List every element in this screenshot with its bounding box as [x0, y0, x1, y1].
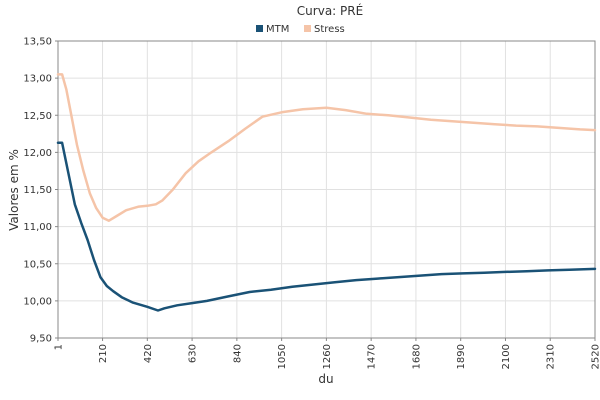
legend-label-stress: Stress: [314, 24, 345, 35]
y-tick-label: 13,00: [23, 74, 52, 85]
series-layer: [56, 73, 597, 312]
y-axis-title: Valores em %: [7, 149, 21, 231]
legend-swatch-mtm: [256, 25, 263, 32]
legend: MTM Stress: [256, 24, 345, 35]
legend-swatch-stress: [304, 25, 311, 32]
chart-title: Curva: PRÉ: [297, 3, 363, 18]
grid: [57, 40, 596, 339]
x-axis-ticks: 1 210 420 630 840 1050 1260 1470 1680 1890 2100 231…: [54, 338, 600, 369]
y-tick-label: 13,50: [23, 37, 52, 48]
x-tick-label: 1470: [367, 344, 378, 369]
x-tick-label: 630: [188, 344, 199, 363]
x-tick-label: 420: [143, 344, 154, 363]
legend-label-mtm: MTM: [266, 24, 289, 35]
x-tick-label: 2310: [546, 344, 557, 369]
legend-item-mtm: MTM: [256, 24, 289, 35]
x-tick-label: 1260: [322, 344, 333, 369]
x-tick-label: 2100: [501, 344, 512, 369]
y-tick-label: 11,00: [23, 222, 52, 233]
x-tick-label: 210: [98, 344, 109, 363]
y-axis-ticks: 9,50 10,00 10,50 11,00 11,50 12,00 12,50 13,00 1…: [23, 37, 58, 345]
x-tick-label: 2520: [591, 344, 600, 369]
y-tick-label: 12,50: [23, 111, 52, 122]
series-line-mtm: [56, 141, 597, 312]
x-tick-label: 1: [54, 344, 65, 350]
legend-item-stress: Stress: [304, 24, 345, 35]
series-line-stress: [56, 73, 597, 222]
y-tick-label: 10,50: [23, 259, 52, 270]
x-axis-title: du: [318, 372, 333, 386]
y-tick-label: 9,50: [30, 334, 52, 345]
y-tick-label: 10,00: [23, 296, 52, 307]
x-tick-label: 1050: [277, 344, 288, 369]
y-tick-label: 11,50: [23, 185, 52, 196]
x-tick-label: 840: [232, 344, 243, 363]
x-tick-label: 1680: [411, 344, 422, 369]
y-tick-label: 12,00: [23, 148, 52, 159]
x-tick-label: 1890: [456, 344, 467, 369]
